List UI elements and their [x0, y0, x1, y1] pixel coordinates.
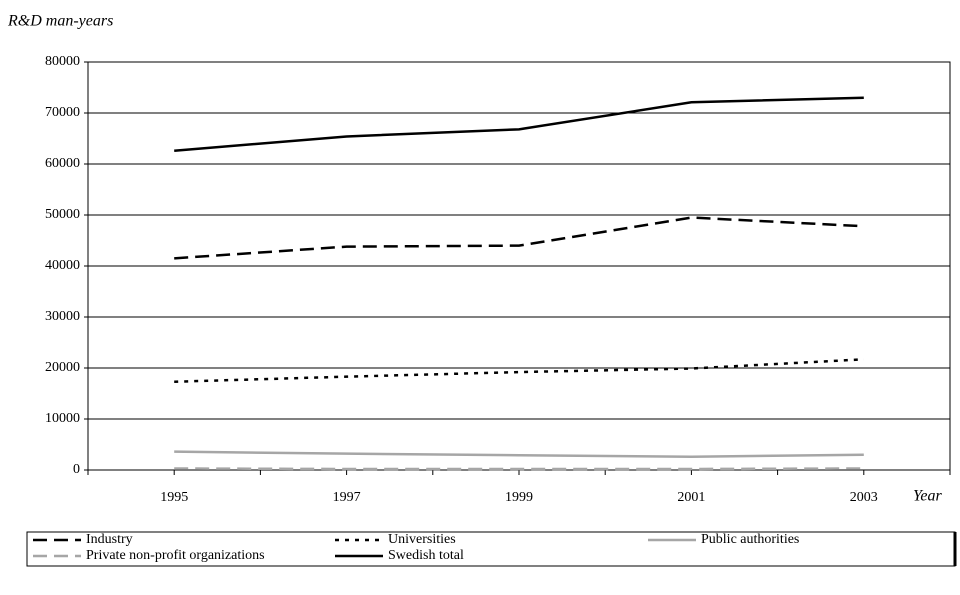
x-tick-label: 2003 — [850, 490, 878, 505]
y-tick-label: 40000 — [45, 258, 80, 273]
series-line — [174, 96, 864, 152]
y-tick-label: 20000 — [45, 360, 80, 375]
y-tick-label: 30000 — [45, 309, 80, 324]
x-tick-label: 1995 — [160, 490, 188, 505]
series-line — [174, 216, 864, 260]
y-axis-label: R&D man-years — [7, 13, 113, 30]
legend-label: Swedish total — [388, 548, 464, 563]
x-tick-label: 2001 — [677, 490, 705, 505]
legend-label: Public authorities — [701, 532, 799, 547]
y-tick-label: 70000 — [45, 105, 80, 120]
series-line — [174, 467, 864, 471]
x-axis-label: Year — [913, 488, 943, 505]
legend-label: Industry — [86, 532, 133, 547]
series-line — [174, 358, 864, 384]
x-tick-label: 1997 — [333, 490, 361, 505]
x-tick-label: 1999 — [505, 490, 533, 505]
legend-label: Universities — [388, 532, 456, 547]
legend-label: Private non-profit organizations — [86, 548, 265, 563]
y-tick-label: 0 — [73, 462, 80, 477]
y-tick-label: 50000 — [45, 207, 80, 222]
y-tick-label: 60000 — [45, 156, 80, 171]
series-line — [174, 450, 864, 458]
y-tick-label: 80000 — [45, 54, 80, 69]
y-tick-label: 10000 — [45, 411, 80, 426]
